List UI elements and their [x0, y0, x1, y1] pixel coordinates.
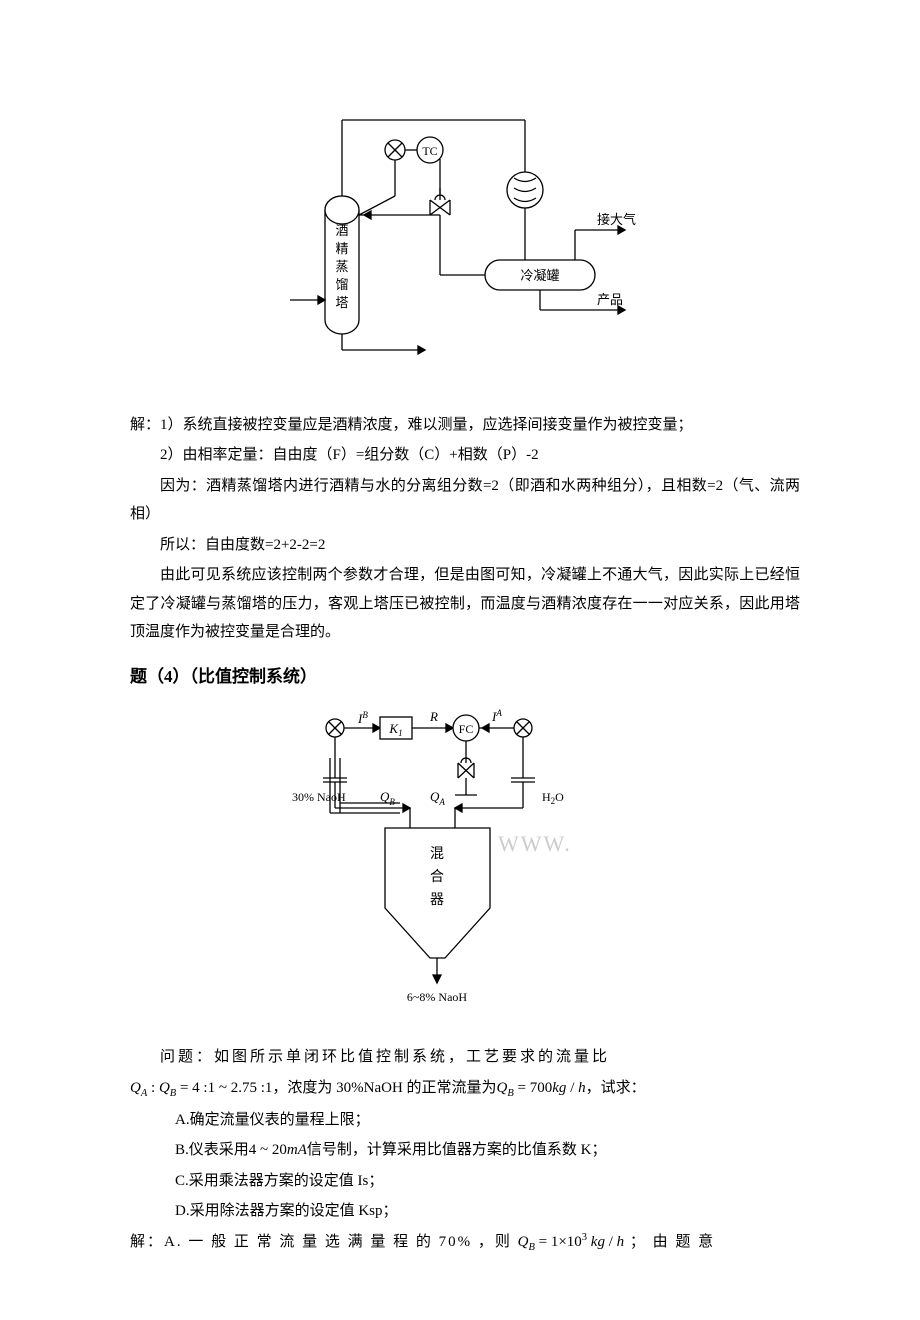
q4-optD: D.采用除法器方案的设定值 Ksp；	[175, 1197, 800, 1226]
answer1-line5: 由此可见系统应该控制两个参数才合理，但是由图可知，冷凝罐上不通大气，因此实际上已…	[130, 561, 800, 647]
svg-text:6~8% NaoH: 6~8% NaoH	[407, 990, 467, 1004]
math-qbfull: QB = 1×103 kg / h	[518, 1234, 625, 1250]
answer1-line2: 2）由相率定量：自由度（F）=组分数（C）+相数（P）-2	[130, 441, 800, 470]
ans4-a: 解：A. 一 般 正 常 流 量 选 满 量 程 的 70% ，则	[130, 1234, 512, 1250]
diagram-distillation: 酒精蒸馏塔 冷凝罐 接大气 产品	[130, 100, 800, 391]
svg-text:酒精蒸馏塔: 酒精蒸馏塔	[335, 223, 348, 310]
ratio-svg: IB K1 R FC IA 30% NaoH	[280, 703, 650, 1013]
svg-text:QA: QA	[430, 789, 445, 807]
svg-text:产品: 产品	[597, 292, 623, 307]
svg-text:R: R	[429, 709, 438, 724]
svg-text:QB: QB	[380, 789, 395, 807]
q4-optA: A.确定流量仪表的量程上限；	[175, 1106, 800, 1135]
distillation-svg: 酒精蒸馏塔 冷凝罐 接大气 产品	[285, 100, 645, 380]
svg-text:混: 混	[430, 846, 444, 862]
svg-text:器: 器	[430, 893, 444, 908]
svg-text:IB: IB	[357, 710, 368, 726]
q4-intro-c: ，试求：	[586, 1080, 646, 1096]
title-q4: 题（4）（比值控制系统）	[130, 661, 800, 693]
svg-text:合: 合	[430, 869, 444, 885]
svg-text:冷凝罐: 冷凝罐	[520, 268, 559, 283]
svg-text:TC: TC	[422, 144, 437, 158]
answer4-line: 解：A. 一 般 正 常 流 量 选 满 量 程 的 70% ，则 QB = 1…	[130, 1228, 800, 1258]
q4-intro: 问题：如图所示单闭环比值控制系统，工艺要求的流量比	[130, 1043, 800, 1072]
svg-text:30% NaoH: 30% NaoH	[292, 790, 346, 804]
svg-text:WWW.: WWW.	[498, 831, 572, 856]
math-qb: QB = 700kg / h	[497, 1080, 586, 1096]
q4-optB-a: B.仪表采用	[175, 1142, 249, 1158]
answer1-line4: 所以：自由度数=2+2-2=2	[130, 531, 800, 560]
q4-intro-b: ，浓度为 30%NaOH 的正常流量为	[272, 1080, 496, 1096]
svg-text:IA: IA	[491, 708, 502, 724]
q4-optB-b: 信号制，计算采用比值器方案的比值系数 K；	[307, 1142, 607, 1158]
q4-optB: B.仪表采用4 ~ 20mA信号制，计算采用比值器方案的比值系数 K；	[175, 1136, 800, 1165]
svg-text:FC: FC	[459, 722, 474, 736]
math-ratio: QA : QB = 4 :1 ~ 2.75 :1	[130, 1080, 272, 1096]
q4-intro-line2: QA : QB = 4 :1 ~ 2.75 :1，浓度为 30%NaOH 的正常…	[130, 1074, 800, 1104]
svg-text:接大气: 接大气	[597, 212, 636, 227]
math-signal: 4 ~ 20mA	[249, 1142, 307, 1158]
answer1-line1: 解：1）系统直接被控变量应是酒精浓度，难以测量，应选择间接变量作为被控变量；	[130, 411, 800, 440]
q4-optC: C.采用乘法器方案的设定值 Is；	[175, 1167, 800, 1196]
svg-text:H2O: H2O	[542, 790, 564, 806]
answer1-line3: 因为：酒精蒸馏塔内进行酒精与水的分离组分数=2（即酒和水两种组分），且相数=2（…	[130, 472, 800, 529]
diagram-ratio-control: IB K1 R FC IA 30% NaoH	[130, 703, 800, 1024]
ans4-b: ； 由 题 意	[630, 1234, 715, 1250]
q4-intro-a: 问题：如图所示单闭环比值控制系统，工艺要求的流量比	[160, 1049, 610, 1065]
